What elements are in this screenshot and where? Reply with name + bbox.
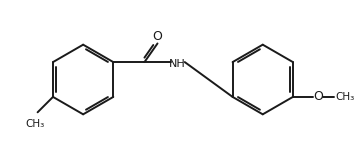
Text: NH: NH xyxy=(169,59,186,69)
Text: CH₃: CH₃ xyxy=(335,92,354,102)
Text: CH₃: CH₃ xyxy=(25,119,44,129)
Text: O: O xyxy=(153,30,162,43)
Text: O: O xyxy=(313,90,323,103)
